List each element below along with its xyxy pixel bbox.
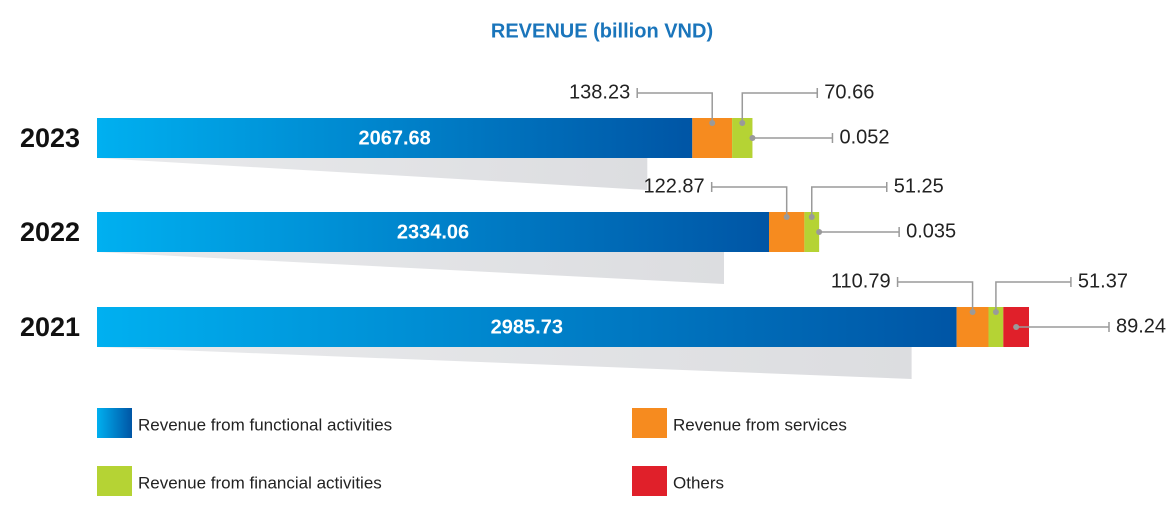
bar-segment [988,307,1004,347]
bar-segment [732,118,753,158]
value-label: 110.79 [831,270,891,292]
callout-line [636,88,713,123]
value-label: 2985.73 [491,316,563,338]
legend-swatch [97,408,132,438]
value-label: 51.25 [894,175,944,197]
legend-label: Revenue from services [673,415,847,434]
bar-segment [97,118,693,158]
legend-label: Revenue from functional activities [138,415,392,434]
bar-segment [97,307,957,347]
value-label: 138.23 [569,81,630,103]
legend-label: Others [673,473,724,492]
legend-swatch [632,408,667,438]
callout-dot [749,135,756,141]
bar-segment [804,212,820,252]
value-label: 70.66 [824,81,874,103]
callout-dot [709,120,716,126]
value-label: 2067.68 [359,127,431,149]
legend-swatch [97,466,132,496]
value-label: 89.24 [1116,315,1166,337]
year-label: 2022 [20,217,80,247]
callout-line [741,88,819,123]
callout-line [995,277,1072,312]
callout-dot [816,229,823,235]
value-label: 122.87 [644,175,705,197]
callout-dot [992,309,999,315]
callout-dot [969,309,976,315]
callout-dot [808,214,815,220]
year-label: 2023 [20,123,80,153]
value-label: 2334.06 [397,221,469,243]
chart-title: REVENUE (billion VND) [491,20,713,42]
callout-line [752,133,834,143]
bar-segment [97,212,769,252]
legend-swatch [632,466,667,496]
bar-shadow [97,347,912,379]
callout-dot [783,214,790,220]
callout-line [811,182,888,217]
callout-line [1016,322,1110,332]
callout-dot [1013,324,1020,330]
bar-shadow [97,252,724,284]
callout-line [710,182,788,217]
callout-line [819,227,900,237]
legend-label: Revenue from financial activities [138,473,382,492]
callout-line [896,277,974,312]
value-label: 0.035 [906,220,956,242]
value-label: 0.052 [839,126,889,148]
year-label: 2021 [20,312,80,342]
callout-dot [739,120,746,126]
bar-shadow [97,158,648,190]
value-label: 51.37 [1078,270,1128,292]
